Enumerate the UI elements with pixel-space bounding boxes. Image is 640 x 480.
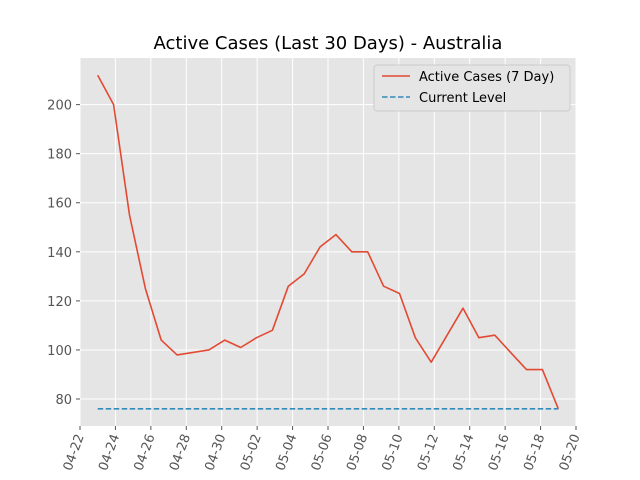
y-tick-label: 100 [47,344,72,359]
x-tick-label: 05-06 [309,432,336,473]
chart-title: Active Cases (Last 30 Days) - Australia [154,33,503,54]
x-tick-label: 04-30 [202,432,229,473]
x-tick-label: 05-12 [415,432,442,473]
x-axis-ticks: 04-22 04-24 04-26 04-28 04-30 05-02 05-04 05-06… [61,426,584,473]
y-tick-label: 120 [47,295,72,310]
y-tick-label: 80 [55,393,72,408]
legend: Active Cases (7 Day) Current Level [373,64,571,112]
x-tick-label: 05-20 [557,432,584,473]
y-tick-label: 200 [47,99,72,114]
x-tick-label: 04-24 [96,432,123,473]
legend-label-current-level: Current Level [419,91,506,106]
x-tick-label: 04-28 [167,432,194,473]
y-axis-ticks: 80 100 120 140 160 180 200 [47,99,80,408]
x-tick-label: 05-14 [450,432,477,473]
y-tick-label: 140 [47,246,72,261]
x-tick-label: 05-04 [273,432,300,473]
series-line-active-cases [96,74,560,410]
y-tick-label: 160 [47,197,72,212]
x-tick-label: 05-18 [521,432,548,473]
x-tick-label: 05-08 [344,432,371,473]
x-tick-label: 05-10 [380,432,407,473]
x-tick-label: 04-22 [61,432,88,473]
x-tick-label: 04-26 [132,432,159,473]
y-tick-label: 180 [47,148,72,163]
x-tick-label: 05-16 [486,432,513,473]
legend-label-active-cases: Active Cases (7 Day) [419,70,554,85]
series-layer [96,74,560,410]
x-tick-label: 05-02 [238,432,265,473]
legend-box [373,64,571,112]
